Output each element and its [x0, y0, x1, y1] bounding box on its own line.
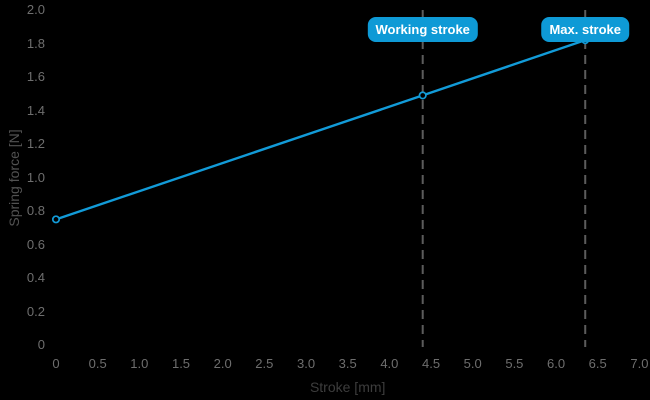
y-tick-label: 0	[37, 337, 45, 352]
y-axis-title: Spring force [N]	[6, 128, 22, 227]
max-stroke-badge: Max. stroke	[541, 17, 629, 42]
x-tick-label: 4.0	[380, 356, 399, 371]
y-tick-label: 1.8	[26, 35, 45, 51]
x-tick-label: 7.0	[630, 356, 649, 371]
x-tick-label: 2.5	[255, 356, 274, 371]
y-tick-label: 1.2	[26, 136, 45, 151]
x-tick-label: 1.0	[130, 356, 149, 371]
y-tick-label: 0.8	[26, 203, 45, 218]
y-tick-label: 1.6	[26, 69, 45, 84]
data-point-marker	[51, 215, 61, 224]
x-tick-label: 5.0	[463, 356, 482, 371]
x-tick-label: 4.5	[421, 356, 441, 371]
y-tick-label: 1.4	[26, 102, 45, 118]
x-tick-label: 3.0	[296, 356, 316, 371]
y-tick-label: 0.2	[26, 303, 45, 319]
x-tick-label: 5.5	[505, 356, 524, 371]
working-stroke-badge: Working stroke	[367, 17, 478, 42]
y-tick-label: 2.0	[26, 2, 45, 17]
y-tick-label: 0.6	[26, 236, 45, 252]
x-tick-label: 1.5	[171, 356, 191, 371]
x-tick-label: 0	[52, 356, 60, 371]
data-point-marker	[418, 91, 427, 100]
x-tick-label: 0.5	[88, 356, 107, 371]
y-tick-label: 1.0	[26, 169, 45, 185]
y-tick-label: 0.4	[26, 270, 45, 285]
x-tick-label: 6.5	[588, 356, 607, 371]
spring-force-line	[55, 39, 586, 221]
x-tick-label: 2.0	[213, 356, 232, 371]
x-axis-title: Stroke [mm]	[309, 379, 386, 395]
x-tick-label: 6.0	[547, 356, 566, 371]
x-tick-label: 3.5	[338, 356, 357, 371]
